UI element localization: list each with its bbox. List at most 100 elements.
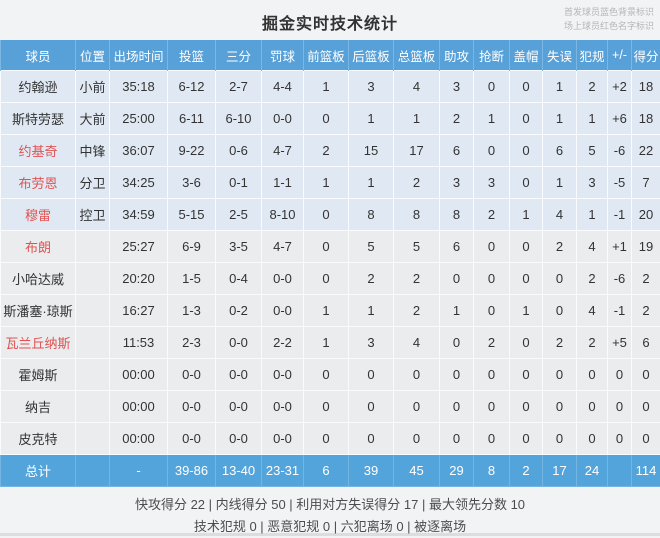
- stats-table: 球员位置出场时间投篮三分罚球前篮板后篮板总篮板助攻抢断盖帽失误犯规+/-得分 约…: [0, 40, 660, 487]
- stat-cell: 0-0: [262, 295, 304, 327]
- stat-cell: 6: [440, 135, 474, 167]
- stat-cell: 1: [577, 199, 608, 231]
- stat-cell: 0-0: [168, 391, 216, 423]
- stat-cell: 4: [543, 199, 577, 231]
- stat-cell: 0: [510, 423, 543, 455]
- stat-cell: 6: [440, 231, 474, 263]
- stat-cell: +6: [608, 103, 632, 135]
- stat-cell: 0: [510, 359, 543, 391]
- stat-cell: 2: [577, 71, 608, 103]
- stat-cell: 19: [632, 231, 660, 263]
- stat-cell: 0: [474, 71, 510, 103]
- legend-line-oncourt: 场上球员红色名字标识: [564, 19, 654, 33]
- stat-cell: -1: [608, 295, 632, 327]
- stat-cell: 2: [543, 327, 577, 359]
- stat-cell: 0: [608, 391, 632, 423]
- total-stat-cell: 29: [440, 455, 474, 487]
- stat-cell: 0: [543, 263, 577, 295]
- stat-cell: 3-5: [216, 231, 262, 263]
- stat-cell: 0: [510, 135, 543, 167]
- stat-cell: [76, 263, 110, 295]
- header-row: 球员位置出场时间投篮三分罚球前篮板后篮板总篮板助攻抢断盖帽失误犯规+/-得分: [1, 40, 660, 71]
- stat-cell: 0: [577, 423, 608, 455]
- stat-cell: 0: [474, 135, 510, 167]
- stat-cell: 6: [543, 135, 577, 167]
- stat-cell: 0: [394, 391, 440, 423]
- stat-cell: 0: [543, 359, 577, 391]
- column-header: 得分: [632, 40, 660, 71]
- stat-cell: 1: [304, 167, 349, 199]
- total-stat-cell: 23-31: [262, 455, 304, 487]
- total-stat-cell: 6: [304, 455, 349, 487]
- stat-cell: 0-0: [168, 359, 216, 391]
- stat-cell: 0: [440, 263, 474, 295]
- column-header: 球员: [1, 40, 76, 71]
- stat-cell: 0-0: [216, 359, 262, 391]
- stat-cell: +5: [608, 327, 632, 359]
- stat-cell: 8: [394, 199, 440, 231]
- stat-cell: [76, 295, 110, 327]
- stat-cell: 2: [394, 167, 440, 199]
- stat-cell: 0: [608, 423, 632, 455]
- stat-cell: 2: [632, 295, 660, 327]
- footer-line-1: 快攻得分 22 | 内线得分 50 | 利用对方失误得分 17 | 最大领先分数…: [0, 494, 660, 516]
- stat-cell: 3: [577, 167, 608, 199]
- stat-cell: -1: [608, 199, 632, 231]
- stat-cell: 0: [608, 359, 632, 391]
- stat-cell: [76, 423, 110, 455]
- stat-cell: 0-0: [262, 263, 304, 295]
- stat-cell: 16:27: [110, 295, 168, 327]
- total-stat-cell: -: [110, 455, 168, 487]
- stat-cell: 2: [394, 295, 440, 327]
- stat-cell: 0: [304, 103, 349, 135]
- stat-cell: 4-7: [262, 135, 304, 167]
- stat-cell: 0-6: [216, 135, 262, 167]
- stat-cell: 1: [349, 103, 394, 135]
- stat-cell: 0: [304, 199, 349, 231]
- total-stat-cell: 24: [577, 455, 608, 487]
- column-header: 三分: [216, 40, 262, 71]
- stat-cell: 0: [510, 231, 543, 263]
- stat-cell: 5: [394, 231, 440, 263]
- stat-cell: 0: [440, 327, 474, 359]
- stat-cell: 0-0: [262, 103, 304, 135]
- total-stat-cell: 17: [543, 455, 577, 487]
- stat-cell: 1: [510, 295, 543, 327]
- stat-cell: 0: [304, 391, 349, 423]
- stat-cell: 3-6: [168, 167, 216, 199]
- stat-cell: 0: [543, 423, 577, 455]
- stat-cell: 1: [474, 103, 510, 135]
- stat-cell: 25:27: [110, 231, 168, 263]
- stat-cell: 6-11: [168, 103, 216, 135]
- stat-cell: 22: [632, 135, 660, 167]
- stat-cell: 2-3: [168, 327, 216, 359]
- stat-cell: 3: [474, 167, 510, 199]
- stat-cell: 2: [577, 263, 608, 295]
- stat-cell: [76, 327, 110, 359]
- column-header: 罚球: [262, 40, 304, 71]
- stat-cell: -6: [608, 135, 632, 167]
- total-stat-cell: 13-40: [216, 455, 262, 487]
- stat-cell: 0: [543, 391, 577, 423]
- stat-cell: 1: [510, 199, 543, 231]
- stat-cell: 4: [577, 231, 608, 263]
- stat-cell: 2-7: [216, 71, 262, 103]
- stat-cell: 0: [577, 359, 608, 391]
- stat-cell: 小前: [76, 71, 110, 103]
- stat-cell: 分卫: [76, 167, 110, 199]
- stat-cell: 0-0: [216, 327, 262, 359]
- stat-cell: 4-4: [262, 71, 304, 103]
- stat-cell: 1: [349, 167, 394, 199]
- column-header: 位置: [76, 40, 110, 71]
- stat-cell: 0-0: [168, 423, 216, 455]
- stat-cell: 8-10: [262, 199, 304, 231]
- stat-cell: 00:00: [110, 423, 168, 455]
